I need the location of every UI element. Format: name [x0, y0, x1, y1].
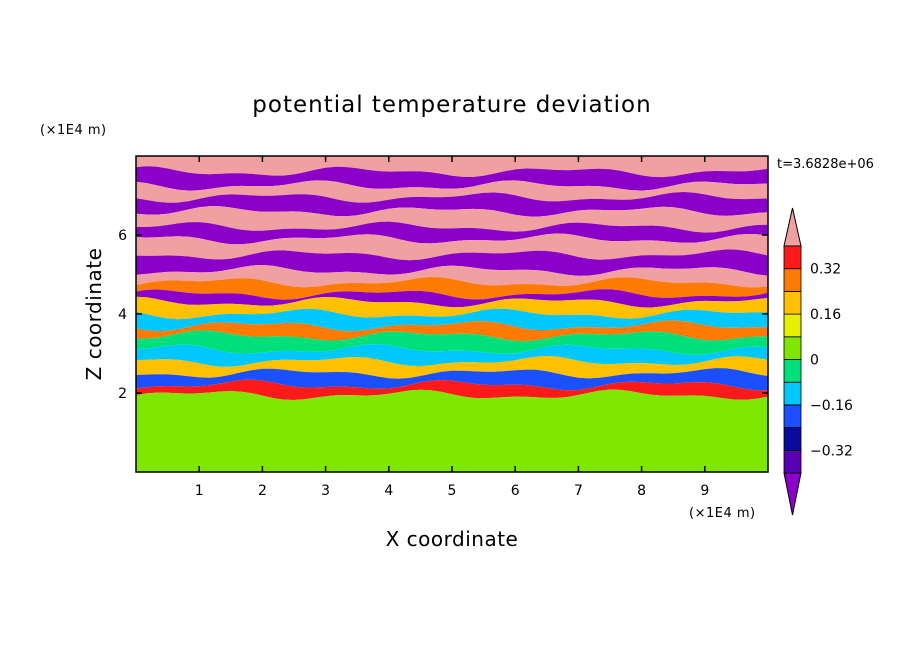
contour-band	[136, 156, 768, 178]
colorbar-swatch	[783, 381, 802, 406]
contour-band	[136, 180, 768, 203]
y-axis: 2 4 6	[118, 228, 768, 402]
x-tick-label: 6	[511, 483, 520, 499]
chart-title: potential temperature deviation	[252, 92, 651, 118]
colorbar-tick-label: −0.32	[810, 443, 853, 459]
y-tick-label: 2	[118, 386, 127, 402]
colorbar: 0.32 0.16 0 −0.16 −0.32	[783, 207, 853, 516]
x-tick-label: 1	[195, 483, 204, 499]
colorbar-extend-min	[783, 472, 802, 516]
contour-band	[136, 296, 768, 320]
contour-band	[136, 308, 768, 332]
y-axis-unit: (×1E4 m)	[40, 123, 107, 138]
x-tick-label: 9	[700, 483, 709, 499]
x-tick-label: 3	[321, 483, 330, 499]
colorbar-swatch	[783, 404, 802, 428]
contour-band	[136, 330, 768, 355]
contour-field	[136, 156, 768, 472]
contour-band	[136, 289, 768, 308]
contour-band	[136, 265, 768, 288]
colorbar-swatch	[783, 359, 802, 383]
colorbar-tick-label: −0.16	[810, 398, 853, 414]
colorbar-swatch	[783, 290, 802, 315]
colorbar-tick-label: 0.16	[810, 307, 841, 323]
x-tick-label: 7	[574, 483, 583, 499]
contour-band	[136, 368, 768, 391]
x-tick-label: 4	[384, 483, 393, 499]
y-tick-label: 4	[118, 307, 127, 323]
contour-band	[136, 344, 768, 367]
colorbar-swatch	[783, 268, 802, 292]
contour-band	[136, 277, 768, 300]
contour-band	[136, 355, 768, 379]
contour-band	[136, 320, 768, 342]
x-axis: 1 2 3 4 5 6 7 8 9	[195, 156, 709, 499]
contour-band	[136, 233, 768, 261]
y-axis-label: Z coordinate	[82, 248, 106, 381]
colorbar-tick-label: 0.32	[810, 262, 841, 278]
contour-band	[136, 221, 768, 245]
contour-band	[136, 166, 768, 191]
contour-band	[136, 379, 768, 400]
x-axis-unit: (×1E4 m)	[689, 506, 756, 521]
colorbar-swatch	[783, 449, 802, 474]
contour-band	[136, 389, 768, 472]
x-tick-label: 8	[637, 483, 646, 499]
contour-band	[136, 192, 768, 217]
x-tick-label: 2	[258, 483, 267, 499]
colorbar-extend-max	[783, 207, 802, 247]
time-stamp: t=3.6828e+06	[777, 157, 874, 172]
contour-band	[136, 206, 768, 233]
colorbar-tick-label: 0	[810, 353, 819, 369]
x-tick-label: 5	[448, 483, 457, 499]
colorbar-swatch	[783, 313, 802, 338]
y-tick-label: 6	[118, 228, 127, 244]
colorbar-swatch	[783, 336, 802, 360]
colorbar-swatch	[783, 427, 802, 451]
x-axis-label: X coordinate	[386, 527, 519, 551]
colorbar-swatch	[783, 245, 802, 270]
contour-band	[136, 249, 768, 276]
